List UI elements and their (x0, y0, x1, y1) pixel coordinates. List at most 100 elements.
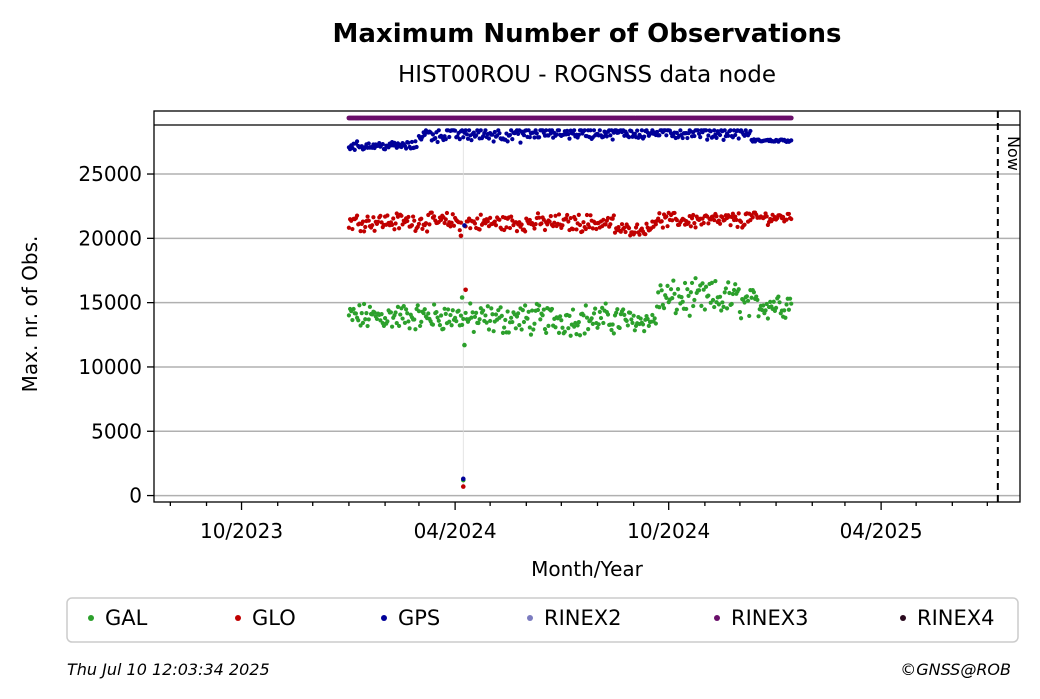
gps-legend-marker (381, 615, 387, 621)
gal-point (631, 313, 636, 318)
gal-point (456, 308, 461, 313)
gal-point (568, 333, 573, 338)
gal-point (754, 294, 759, 299)
glo-point (611, 213, 616, 218)
gal-point (560, 325, 565, 330)
gal-point (628, 310, 633, 315)
gal-point (615, 307, 620, 312)
glo-point (626, 225, 632, 231)
glo-point (416, 221, 422, 227)
gps-point (471, 130, 476, 135)
footer-copyright: ©GNSS@ROB (900, 660, 1011, 679)
gal-point (721, 304, 726, 309)
gal-point (629, 317, 634, 322)
legend-box (66, 597, 1019, 643)
glo-point (780, 214, 786, 220)
gal-point (684, 306, 689, 312)
gal-point (434, 309, 439, 315)
gps-point (703, 128, 709, 133)
glo-point (429, 210, 434, 215)
glo-point (619, 222, 625, 227)
gps-point (430, 132, 436, 137)
gal-point (470, 310, 475, 315)
glo-point (423, 221, 429, 226)
gal-point (366, 317, 371, 322)
gps-point (582, 128, 587, 133)
gal-point (491, 329, 496, 334)
gps-point (409, 139, 415, 145)
gal-point (477, 317, 482, 322)
gal-point (346, 313, 352, 318)
gal-point (733, 282, 738, 287)
gps-point (382, 147, 388, 152)
gal-point (717, 294, 723, 299)
glo-point (653, 222, 658, 227)
gps-point (435, 139, 440, 145)
gps-point (664, 133, 669, 138)
glo-legend-marker (235, 615, 241, 621)
glo-point (451, 223, 457, 228)
glo-point (565, 212, 570, 218)
footer-timestamp: Thu Jul 10 12:03:34 2025 (67, 660, 270, 679)
glo-point (488, 215, 493, 220)
gal-legend-marker (88, 615, 94, 621)
gal-point (454, 319, 459, 324)
gal-point (405, 311, 410, 316)
rinex3-strip-point (788, 115, 794, 121)
glo-point (378, 213, 383, 218)
gal-point (460, 322, 465, 328)
gal-point (418, 323, 423, 329)
gal-point (476, 320, 481, 326)
glo-point (560, 223, 565, 228)
y-tick-label: 15000 (78, 291, 142, 315)
glo-point (346, 225, 352, 230)
gal-point (516, 311, 521, 316)
glo-point (551, 224, 556, 229)
glo-legend-label: GLO (252, 606, 296, 630)
gal-point (471, 329, 476, 335)
x-tick-label: 04/2025 (840, 519, 923, 543)
gal-point (430, 322, 436, 327)
gal-outlier (462, 342, 467, 348)
glo-point (533, 222, 538, 227)
gal-point (646, 323, 651, 328)
glo-point (574, 227, 579, 232)
gal-point (621, 307, 626, 312)
glo-point (717, 221, 723, 226)
gal-point (617, 325, 622, 331)
gps-point (453, 128, 458, 133)
gal-point (713, 279, 718, 284)
glo-point (497, 217, 502, 222)
gps-point (604, 134, 609, 139)
gal-point (691, 303, 696, 309)
gal-point (436, 318, 441, 323)
glo-point (644, 221, 649, 226)
gal-point (696, 288, 702, 293)
gal-point (710, 297, 716, 303)
glo-point (354, 213, 360, 218)
glo-point (468, 226, 473, 231)
glo-point (493, 223, 499, 228)
gal-point (586, 326, 591, 332)
glo-point (692, 221, 697, 226)
gal-point (658, 283, 663, 288)
glo-point (594, 226, 599, 232)
glo-point (734, 217, 739, 222)
gal-point (472, 314, 478, 319)
gal-point (722, 290, 727, 295)
glo-point (670, 218, 675, 223)
gps-point (639, 128, 644, 133)
gal-point (364, 311, 369, 316)
gal-point (540, 313, 545, 318)
gal-point (784, 302, 789, 307)
glo-point (610, 216, 615, 221)
gps-point (588, 128, 593, 133)
gal-point (777, 300, 782, 305)
glo-point (406, 214, 411, 220)
gal-point (439, 313, 444, 318)
gps-point (554, 132, 559, 137)
gps-point (678, 128, 683, 133)
glo-point (637, 232, 642, 237)
gal-point (680, 299, 685, 304)
gps-point (354, 139, 360, 144)
